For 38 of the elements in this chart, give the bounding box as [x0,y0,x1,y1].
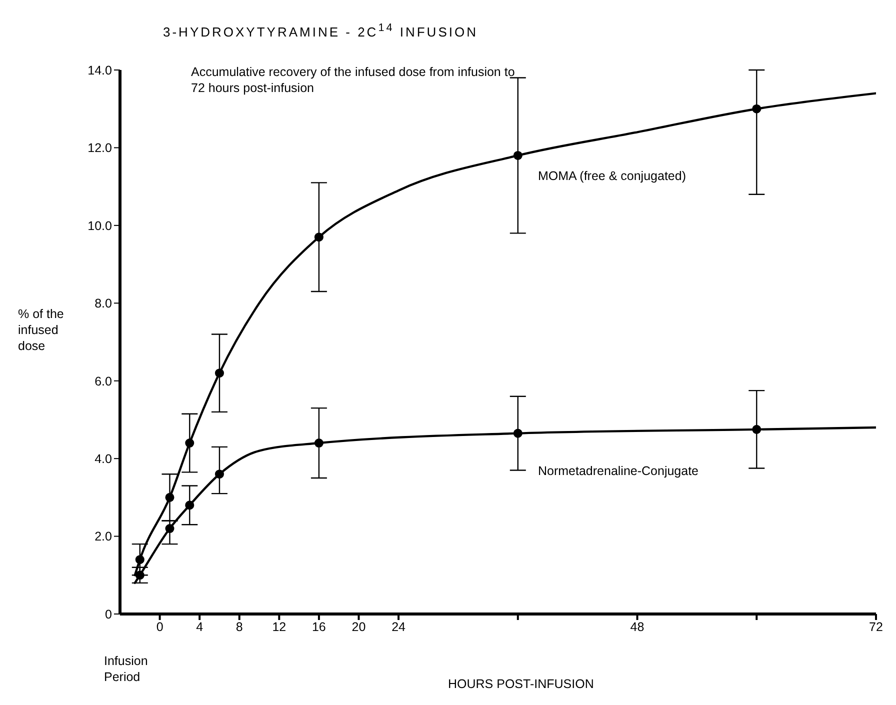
y-tick-label: 10.0 [88,218,112,233]
point [135,555,144,564]
y-tick-label: 6.0 [94,374,112,388]
point [513,428,522,438]
x-tick-label: 12 [272,620,286,634]
x-tick-label: 4 [196,620,204,634]
text: Infusion Period [104,653,149,685]
point [165,492,174,502]
y-tick-label: 14.0 [88,63,112,78]
x-tick-label: 16 [312,620,326,634]
point [752,104,762,114]
point [513,150,522,160]
x-tick-label: 72 [869,620,883,634]
y-tick-label: 0 [105,607,112,622]
y-tick-label: 8.0 [94,296,112,311]
x-tick-label: 8 [236,620,243,634]
x-tick-label: 48 [630,620,644,634]
point [214,470,224,479]
x-tick-label: 20 [352,620,366,634]
y-tick-label: 2.0 [94,530,112,544]
y-tick-label: 12.0 [88,141,112,156]
x-tick-label: 0 [156,620,164,634]
point [214,368,224,378]
chart-title: 3-HYDROXYTYRAMINE - 2C$^{14}$ INFUSION [163,21,478,40]
y-axis-title: % of the infused dose [18,306,65,354]
point [165,524,174,534]
y-tick-label: 4.0 [94,452,112,466]
point [135,570,144,580]
series-label: MOMA (free & conjugated) [538,168,686,184]
annotation: Accumulative recovery of the infused dose from infusion to 72 hours post-infusion [191,64,516,96]
x-axis-title: HOURS POST-INFUSION [448,676,594,692]
text: Normetadrenaline-Conjugate [538,463,699,479]
point [185,500,194,510]
point [752,424,762,434]
x-tick-label: 24 [392,620,406,634]
point [314,438,324,448]
point [314,232,324,242]
point [185,438,194,448]
